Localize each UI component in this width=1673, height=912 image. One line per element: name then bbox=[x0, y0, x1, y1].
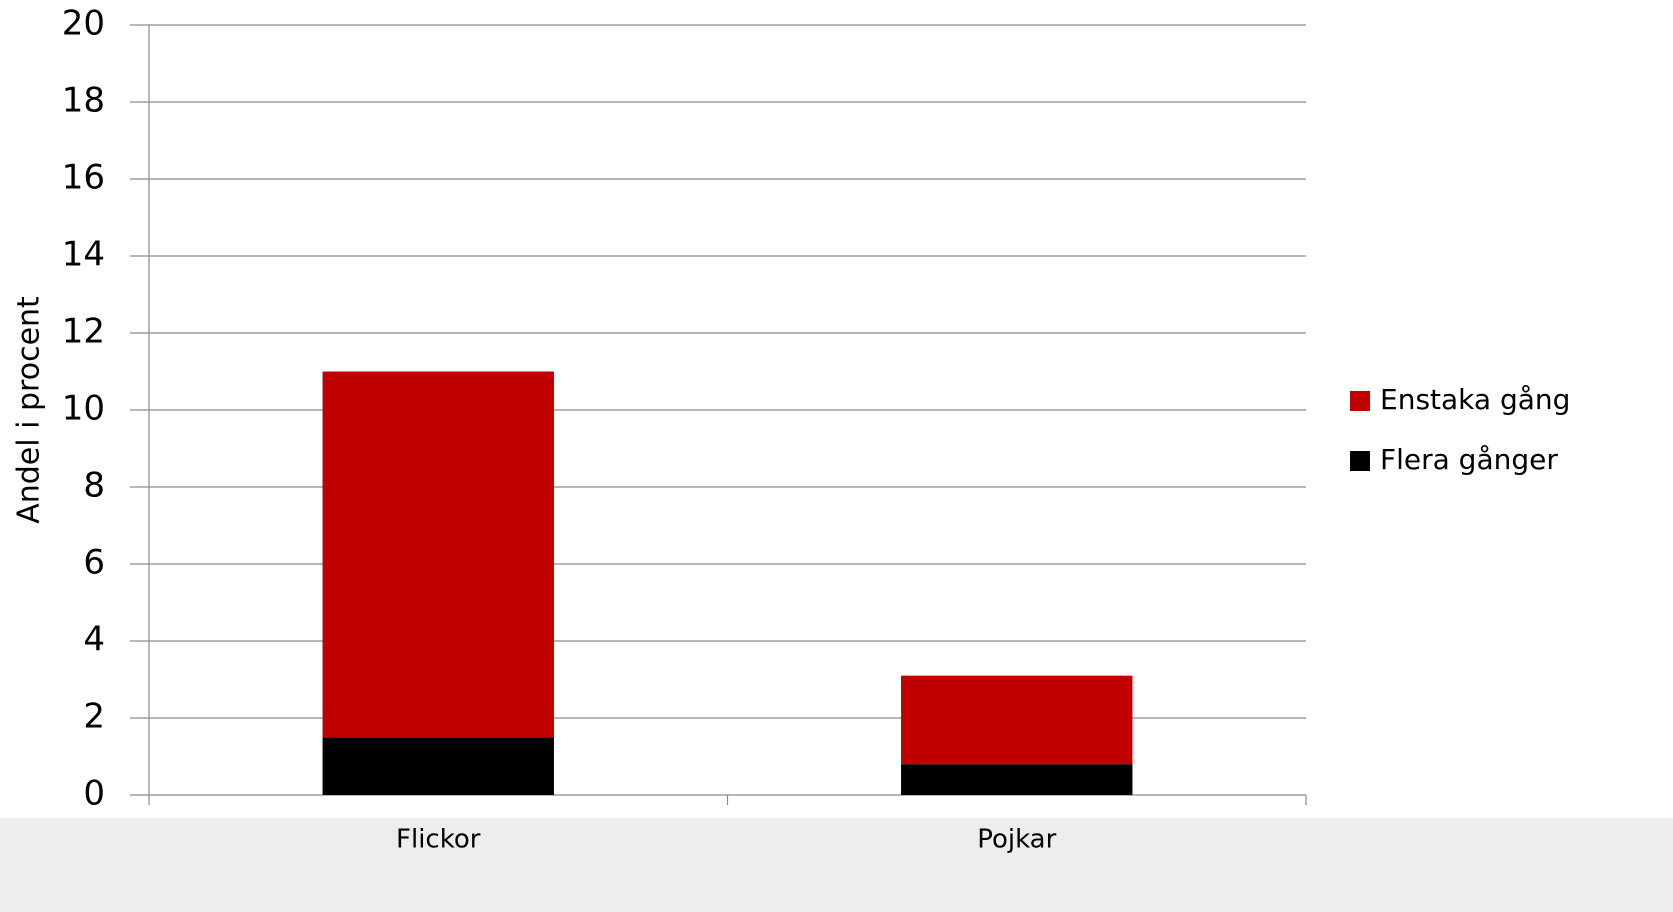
x-tick-label: Flickor bbox=[396, 825, 481, 855]
legend-label: Enstaka gång bbox=[1380, 383, 1570, 416]
legend-label: Flera gånger bbox=[1380, 443, 1558, 476]
y-tick-label: 16 bbox=[62, 158, 105, 198]
bar-segment bbox=[322, 371, 554, 738]
footer-strip bbox=[0, 818, 1673, 912]
legend-swatch bbox=[1350, 391, 1370, 411]
legend-swatch bbox=[1350, 451, 1370, 471]
y-tick-label: 4 bbox=[83, 620, 105, 660]
y-tick-label: 10 bbox=[62, 389, 105, 429]
y-tick-label: 14 bbox=[62, 235, 105, 275]
y-tick-label: 20 bbox=[62, 4, 105, 44]
x-tick-label: Pojkar bbox=[977, 825, 1056, 855]
bar-segment bbox=[901, 675, 1133, 765]
y-tick-label: 18 bbox=[62, 81, 105, 121]
y-tick-label: 6 bbox=[83, 543, 105, 583]
y-axis-label: Andel i procent bbox=[12, 296, 47, 524]
bar-segment bbox=[322, 737, 554, 795]
y-tick-label: 2 bbox=[83, 697, 105, 737]
y-tick-label: 12 bbox=[62, 312, 105, 352]
bar-segment bbox=[901, 764, 1133, 795]
y-tick-label: 0 bbox=[83, 774, 105, 814]
y-tick-label: 8 bbox=[83, 466, 105, 506]
